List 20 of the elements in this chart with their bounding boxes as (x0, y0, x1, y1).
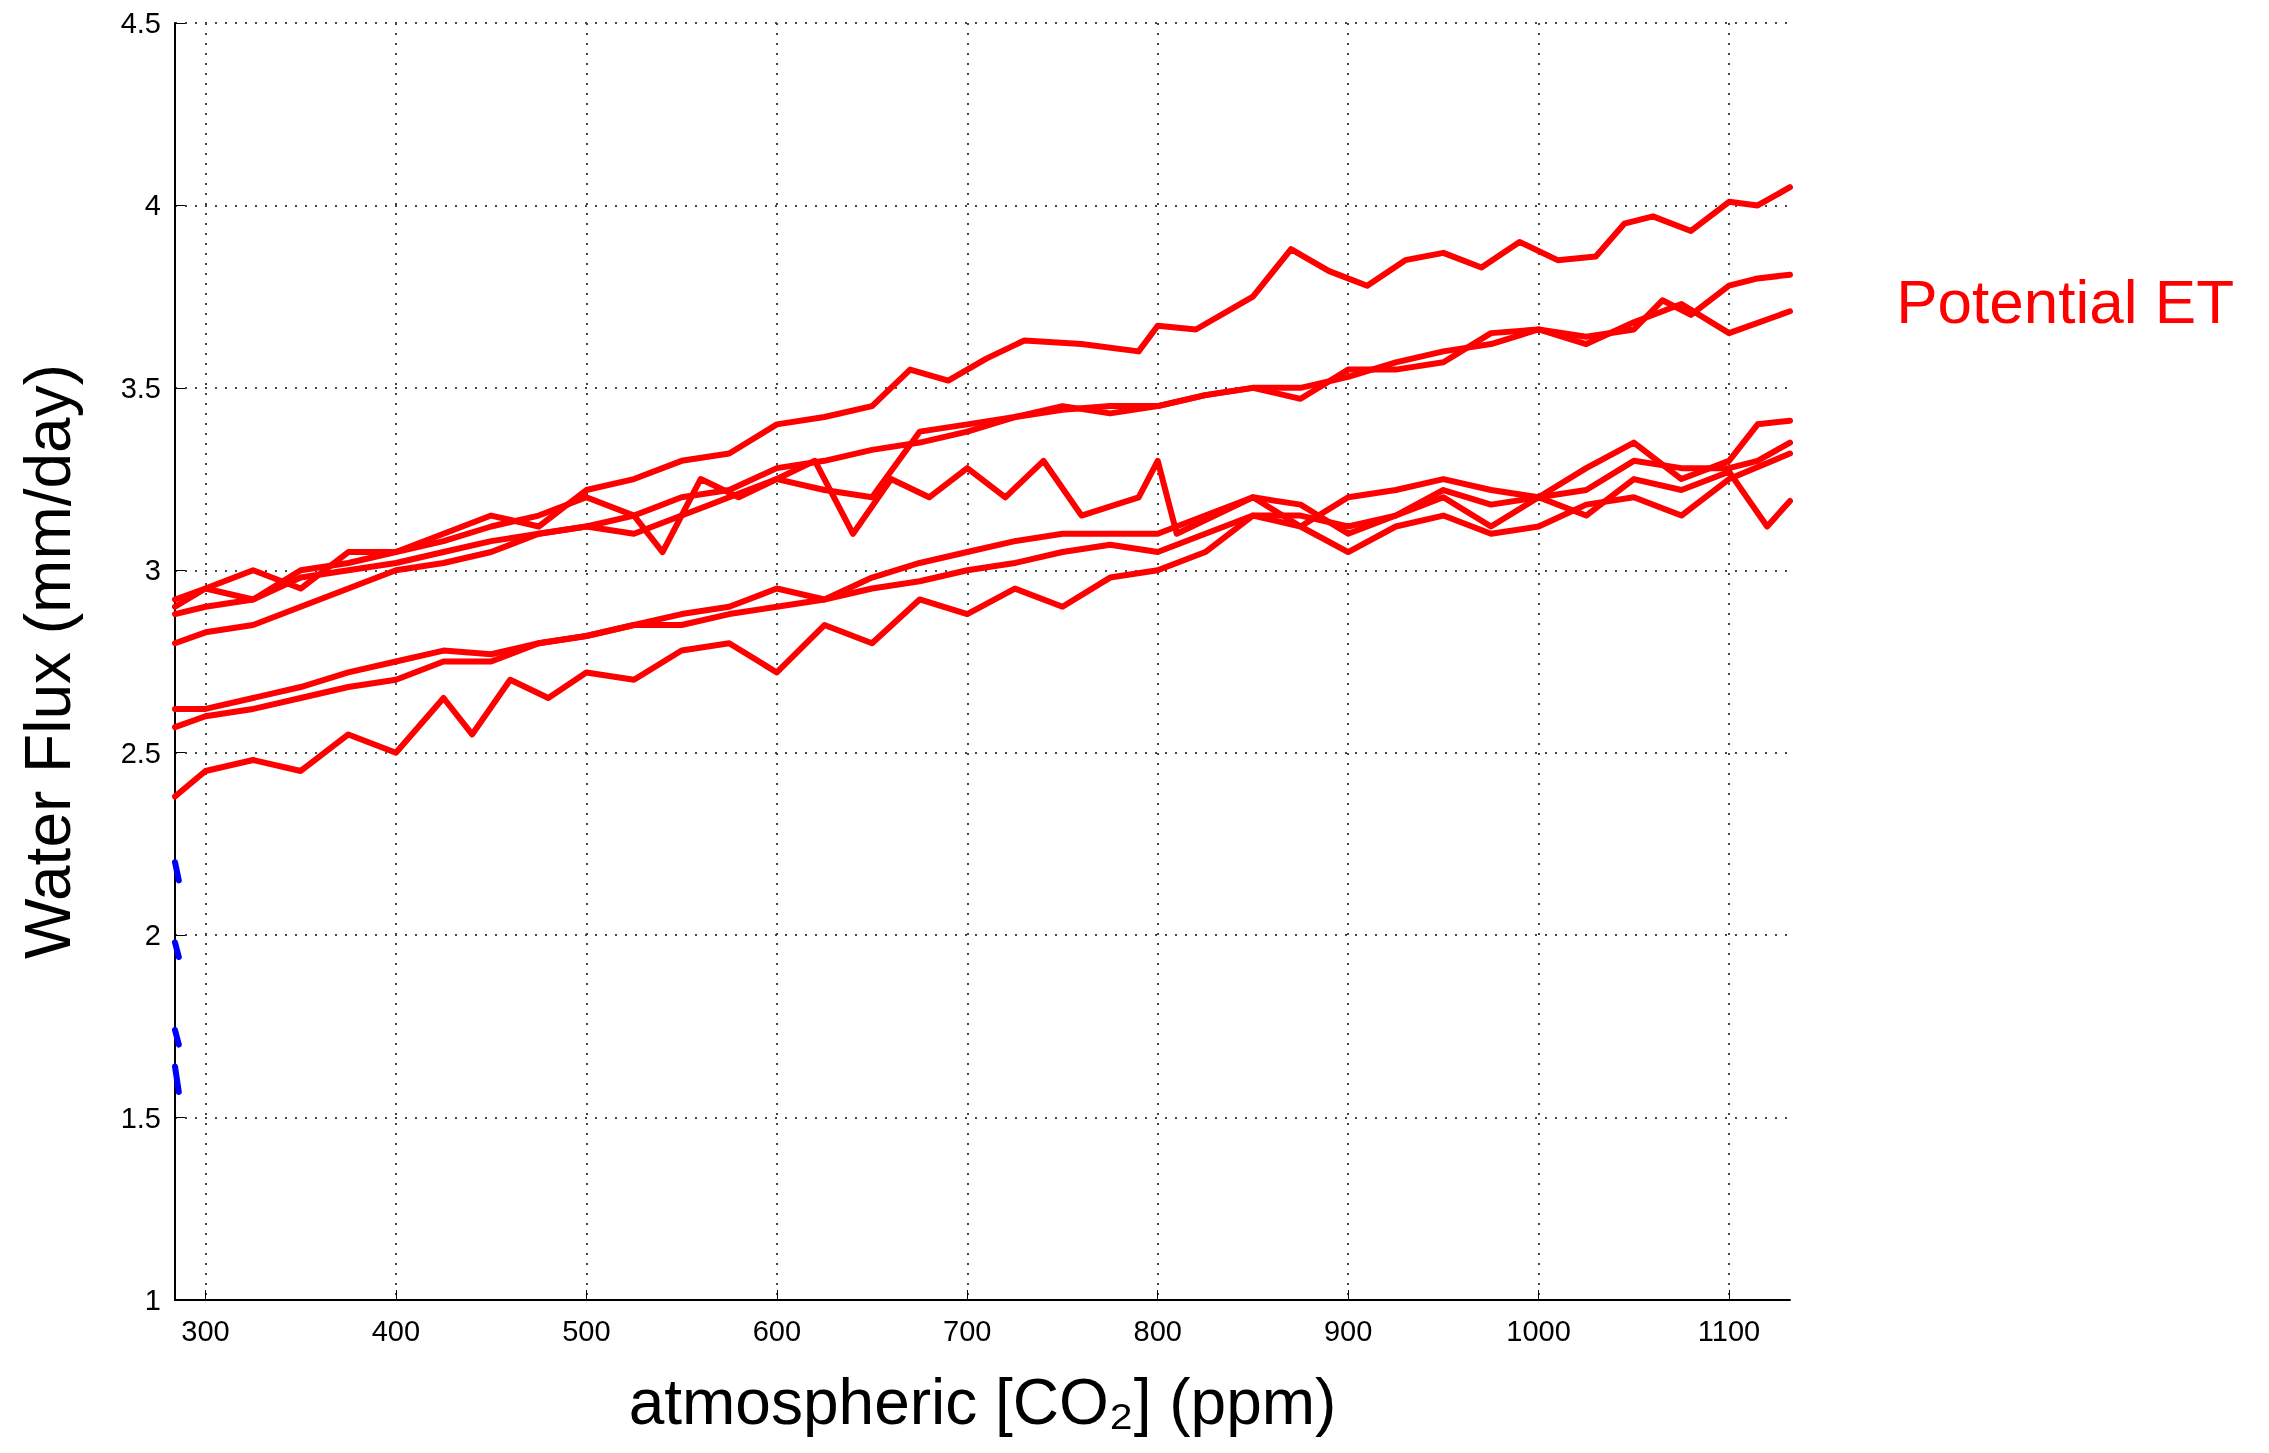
x-tick-label: 300 (181, 1314, 230, 1347)
x-tick-label: 1100 (1697, 1314, 1761, 1347)
x-tick-label: 500 (562, 1314, 611, 1347)
x-tick-label: 700 (943, 1314, 992, 1347)
text: Potential ET (1896, 266, 2234, 336)
y-tick-label: 2 (144, 919, 161, 952)
x-tick-label: 600 (752, 1314, 802, 1347)
y-tick-label: 1.5 (120, 1101, 161, 1134)
x-axis-title: atmospheric [CO₂] (ppm) (628, 1366, 1337, 1438)
y-tick-label: 4 (144, 189, 161, 222)
y-tick-label: 4.5 (120, 7, 161, 39)
y-tick-label: 3 (144, 554, 161, 587)
y-tick-label: 3.5 (120, 371, 161, 404)
y-axis-title: Water Flux (mm/day) (12, 364, 84, 959)
y-tick-label: 1 (144, 1284, 161, 1316)
y-tick-label: 2.5 (120, 736, 161, 769)
x-tick-label: 400 (371, 1314, 421, 1347)
x-tick-label: 1000 (1506, 1314, 1571, 1347)
x-tick-label: 900 (1323, 1314, 1373, 1347)
x-tick-label: 800 (1133, 1314, 1182, 1347)
